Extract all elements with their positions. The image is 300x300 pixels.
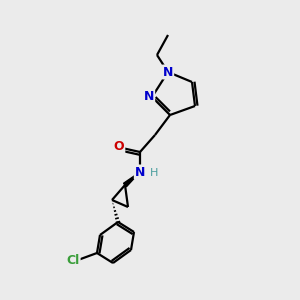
Polygon shape (124, 172, 140, 187)
Text: O: O (114, 140, 124, 152)
Text: Cl: Cl (66, 254, 80, 266)
Text: N: N (135, 166, 145, 178)
Text: H: H (150, 168, 158, 178)
Text: N: N (163, 65, 173, 79)
Text: N: N (144, 91, 154, 103)
